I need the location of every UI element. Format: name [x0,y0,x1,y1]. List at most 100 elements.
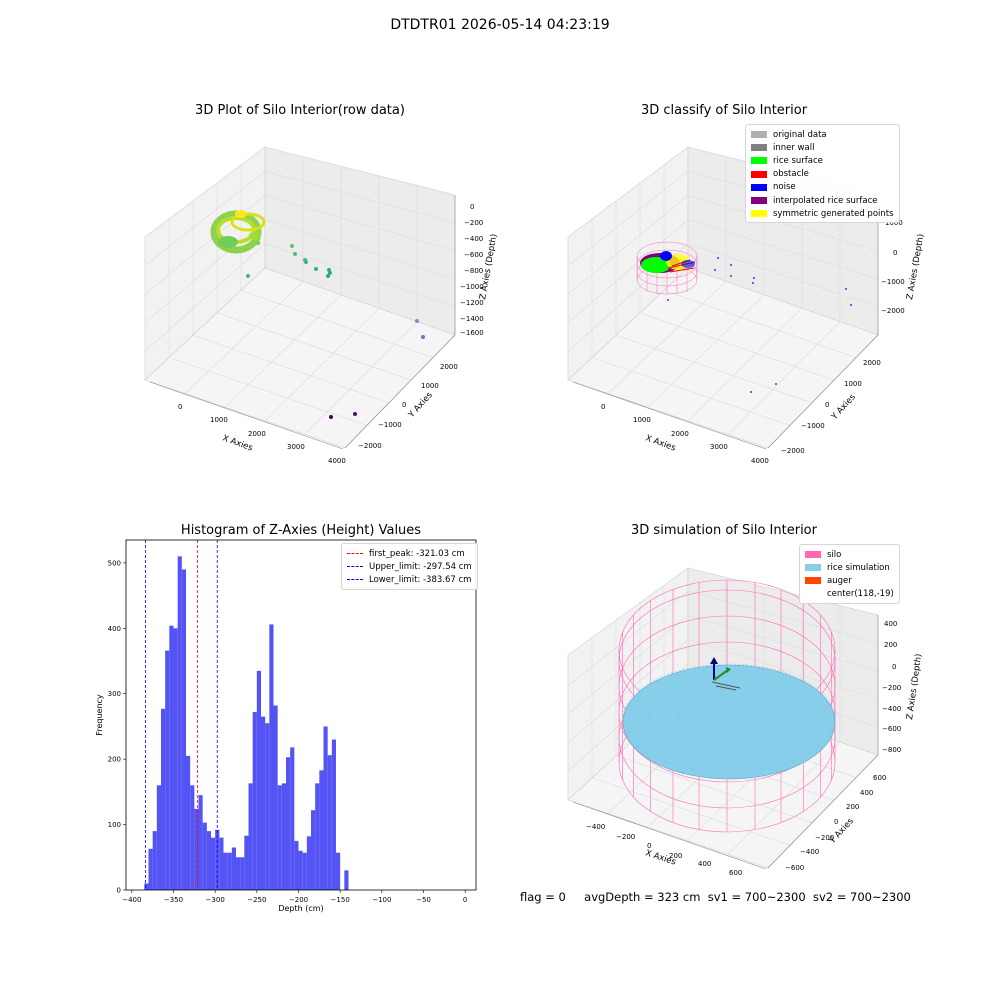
y-tick-label: 500 [108,559,121,567]
histogram-bar [148,848,153,890]
legend-label: rice surface [773,155,823,166]
plot1-y-label: Y Axies [406,390,435,421]
plot4-z-tick: −600 [882,725,901,733]
plot2-x-tick: 3000 [710,443,728,451]
legend-label: Upper_limit: -297.54 cm [369,561,472,572]
legend-item: noise [751,181,894,194]
histogram-bar [169,625,174,890]
legend-label: obstacle [773,169,809,180]
plot2-y-tick: −2000 [781,447,805,455]
histogram-bar [252,712,257,890]
histogram-bars [144,556,349,890]
plot4-x-tick: −200 [616,833,635,841]
legend-label: center(118,-19) [827,589,894,600]
legend-item: Lower_limit: -383.67 cm [347,573,472,586]
plot4-y-tick: 600 [873,774,886,782]
histogram-bar [211,837,216,890]
plot3-x-label: Depth (cm) [278,904,323,913]
plot1-x-tick: 0 [178,403,182,411]
plot4-x-tick: 200 [669,852,682,860]
x-tick-label: −100 [372,896,391,904]
plot3-frame [125,539,477,891]
x-tick-label: 0 [463,896,467,904]
plot4-y-tick: 0 [834,818,838,826]
figure-title: DTDTR01 2026-05-14 04:23:19 [390,17,610,33]
plot3-legend: first_peak: -321.03 cm Upper_limit: -297… [341,543,478,590]
legend-line [347,579,363,581]
histogram-bar [152,831,157,890]
legend-swatch [805,577,821,585]
histogram-bar [323,726,328,890]
plot1-z-tick: 0 [470,203,474,211]
plot4-auger [710,657,741,691]
plot4-z-tick: 200 [884,641,897,649]
plot2-y-tick: 0 [825,401,829,409]
plot1-scatter-outliers [246,240,425,419]
histogram-bar [156,785,161,890]
plot4-z-tick: −400 [882,705,901,713]
histogram-bar [194,808,199,890]
histogram-bar [223,852,228,890]
plot1-z-tick: −1400 [460,315,484,323]
plot4-axes: −400 −200 0 200 400 600 600 400 200 0 −2… [567,567,924,877]
plot2-z-tick: −2000 [881,307,905,315]
plot2-y-tick: −1000 [801,422,825,430]
plot4-y-tick: 400 [860,789,873,797]
plot2-y-tick: 1000 [844,380,862,388]
y-tick-label: 300 [108,690,121,698]
legend-item: rice surface [751,154,894,167]
legend-label: silo [827,549,842,560]
x-tick-label: −150 [331,896,350,904]
histogram-bar [294,840,299,890]
plot4-y-tick: 200 [846,803,859,811]
plot1-y-tick: 0 [402,401,406,409]
plot4-z-label: Z Axies (Depth) [905,653,924,720]
sv1-text: sv1 = 700~2300 [707,890,806,904]
histogram-bar [256,670,261,890]
histogram-bar [198,795,203,890]
histogram-bar [161,708,166,890]
legend-label: symmetric generated points [773,208,894,219]
legend-item: obstacle [751,168,894,181]
plot3-title: Histogram of Z-Axies (Height) Values [180,523,422,538]
legend-swatch [751,131,767,139]
legend-item: original data [751,128,894,141]
legend-item: symmetric generated points [751,207,894,220]
histogram-bar [186,755,191,890]
plot3-axes: −400 −350 −300 −250 −200 −150 −100 −50 0 0 100 200… [95,539,477,913]
x-tick-label: −400 [122,896,141,904]
plot2-y-label: Y Axies [829,392,858,423]
plot1-z-tick: −1600 [460,329,484,337]
legend-label: original data [773,129,827,140]
plot1-scatter-cluster [210,210,266,254]
y-tick-label: 200 [108,756,121,764]
histogram-bar [236,857,241,890]
x-tick-label: −300 [206,896,225,904]
plot4-legend: silo rice simulation auger center(118,-1… [799,544,900,604]
x-tick-label: −200 [289,896,308,904]
histogram-bar [206,831,211,890]
histogram-bar [281,783,286,890]
plot2-x-tick: 1000 [633,416,651,424]
histogram-bar [298,850,303,890]
plot4-x-tick: 600 [729,869,742,877]
plot4-z-tick: 400 [884,620,897,628]
plot1-z-tick: −800 [464,267,483,275]
plot4-z-tick: −800 [882,746,901,754]
plot1-z-tick: −200 [464,219,483,227]
legend-item: silo [805,548,894,561]
y-tick-label: 100 [108,821,121,829]
sv2-text: sv2 = 700~2300 [812,890,911,904]
histogram-bar [302,852,307,890]
histogram-bar [265,723,270,890]
plot4-y-tick: −600 [785,864,804,872]
legend-line [347,553,363,555]
legend-label: inner wall [773,142,815,153]
plot1-z-tick: −1200 [460,299,484,307]
histogram-bar [273,705,278,890]
histogram-bar [344,870,349,890]
plot2-classified-points [640,251,696,273]
histogram-bar [240,857,245,890]
histogram-bar [244,835,249,890]
